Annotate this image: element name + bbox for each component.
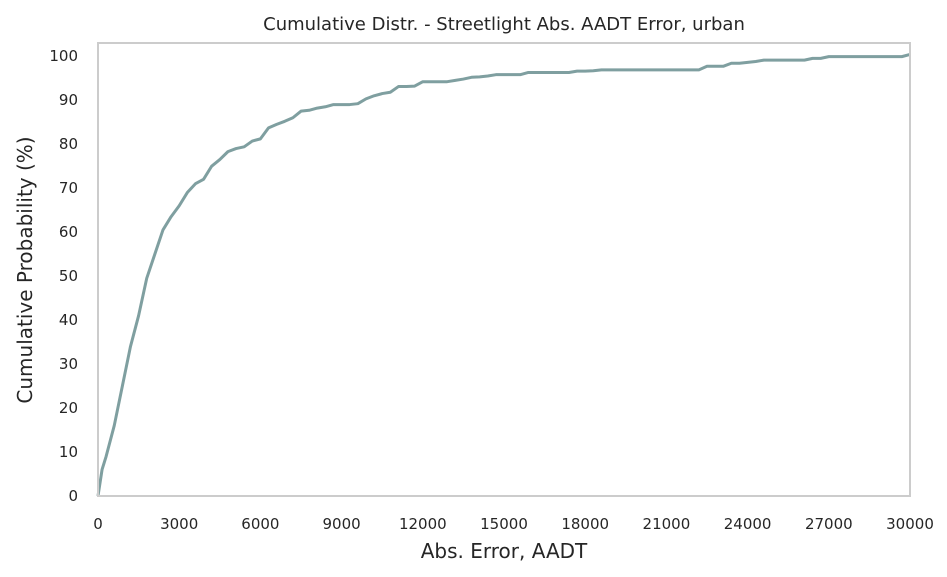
plot-frame	[97, 42, 911, 497]
plot-area	[96, 52, 911, 497]
x-tick-label: 18000	[561, 515, 609, 533]
y-tick-label: 10	[59, 443, 78, 461]
y-tick-label: 50	[59, 267, 78, 285]
cdf-series-line	[96, 52, 911, 497]
x-tick-labels: 0 3000 6000 9000 12000 15000 18000 21000 24000 27…	[93, 515, 934, 533]
y-tick-label: 80	[59, 135, 78, 153]
y-tick-label: 100	[49, 47, 78, 65]
y-axis-title: Cumulative Probability (%)	[13, 136, 37, 403]
x-tick-label: 27000	[805, 515, 853, 533]
y-tick-label: 60	[59, 223, 78, 241]
x-tick-label: 21000	[643, 515, 691, 533]
chart-title: Cumulative Distr. - Streetlight Abs. AAD…	[263, 14, 745, 35]
y-tick-label: 20	[59, 399, 78, 417]
x-tick-label: 24000	[724, 515, 772, 533]
x-tick-label: 6000	[241, 515, 279, 533]
x-tick-label: 3000	[160, 515, 198, 533]
y-tick-labels: 0 10 20 30 40 50 60 70 80 90 100	[49, 47, 78, 505]
y-tick-label: 0	[68, 487, 78, 505]
x-tick-label: 0	[93, 515, 103, 533]
x-tick-label: 15000	[480, 515, 528, 533]
y-tick-label: 30	[59, 355, 78, 373]
y-tick-label: 40	[59, 311, 78, 329]
y-tick-label: 70	[59, 179, 78, 197]
x-tick-label: 9000	[323, 515, 361, 533]
x-axis-title: Abs. Error, AADT	[421, 539, 588, 563]
x-tick-label: 12000	[399, 515, 447, 533]
x-tick-label: 30000	[886, 515, 934, 533]
y-tick-label: 90	[59, 91, 78, 109]
